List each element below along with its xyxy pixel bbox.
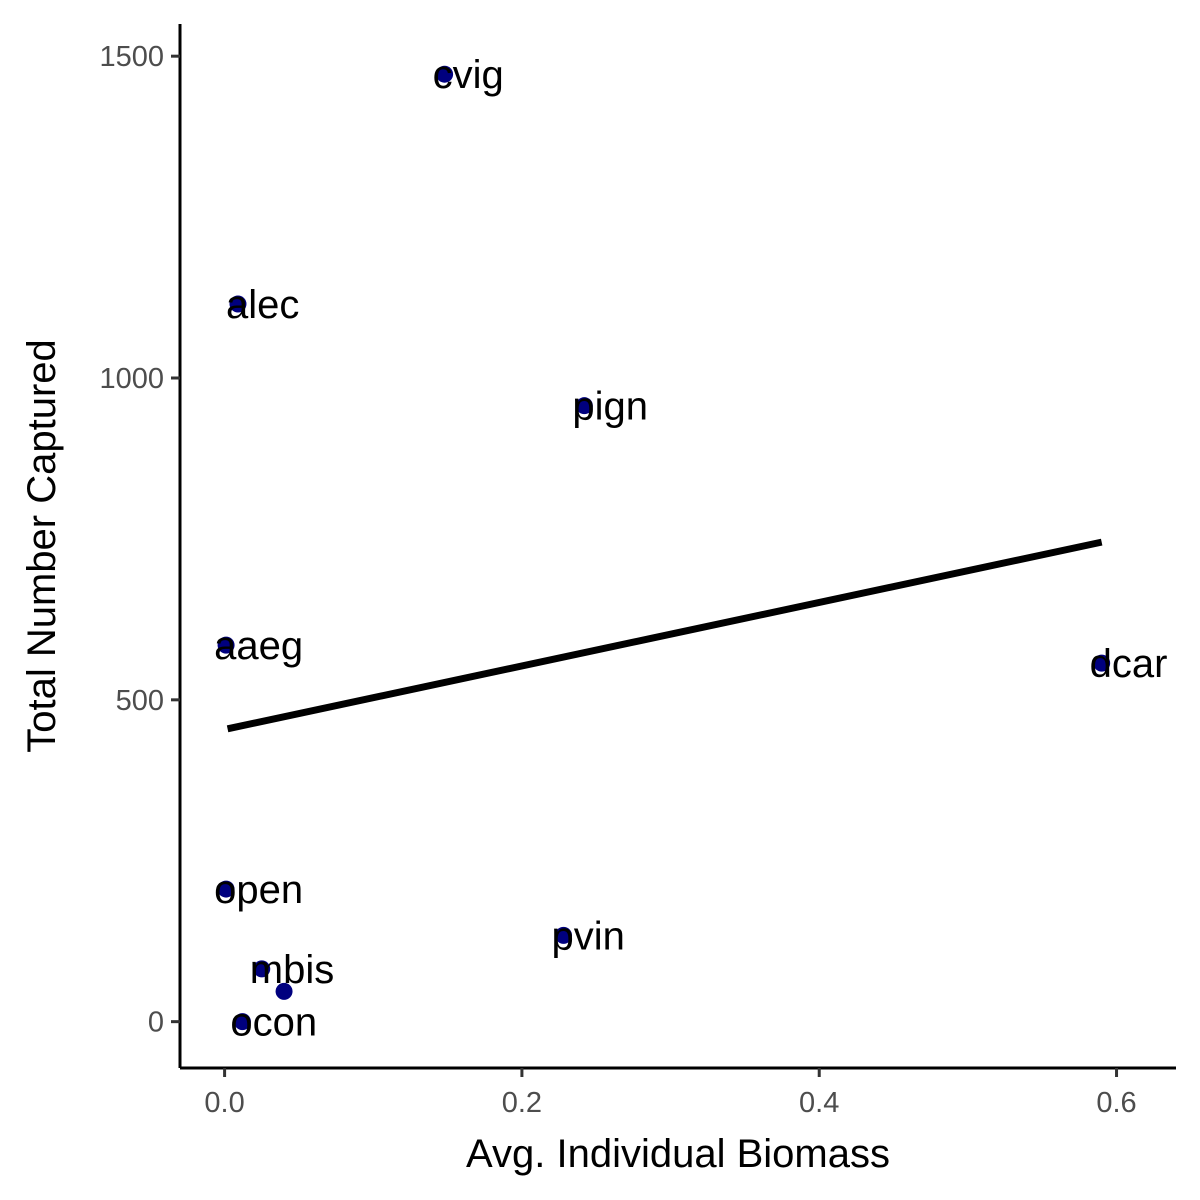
x-tick-label: 0.0: [204, 1087, 244, 1119]
point-label: aaeg: [214, 624, 303, 668]
x-tick-label: 0.6: [1096, 1087, 1136, 1119]
point-label: ocon: [230, 1001, 317, 1045]
data-point: [575, 397, 593, 415]
point-label: open: [214, 868, 303, 912]
data-point: [1093, 654, 1111, 672]
trend-line: [226, 538, 1103, 733]
y-tick-label: 1000: [99, 363, 164, 395]
points-layer: [217, 65, 1111, 1031]
data-point: [217, 880, 235, 898]
point-label: cvig: [433, 53, 504, 97]
data-point: [217, 636, 235, 654]
y-axis-title: Total Number Captured: [20, 339, 64, 753]
data-point: [555, 926, 573, 944]
data-point: [275, 982, 293, 1000]
axes-layer: [178, 24, 1176, 1070]
point-label: pvin: [552, 914, 625, 958]
data-point: [233, 1013, 251, 1031]
y-tick-label: 0: [148, 1007, 164, 1039]
x-tick-label: 0.4: [799, 1087, 839, 1119]
data-point: [436, 65, 454, 83]
data-point: [229, 295, 247, 313]
data-point: [253, 960, 271, 978]
y-tick-label: 1500: [99, 41, 164, 73]
point-label: pign: [572, 385, 648, 429]
ticks-layer: 0.0 0.2 0.4 0.6 0 500 1000 1500: [99, 41, 1136, 1119]
trend-layer: [226, 538, 1103, 733]
point-labels-layer: cvig alec pign aaeg dcar open pvin mbis ocon: [214, 53, 1167, 1044]
x-axis-title: Avg. Individual Biomass: [466, 1132, 890, 1176]
point-label: dcar: [1090, 642, 1168, 686]
point-label: alec: [226, 283, 299, 327]
y-tick-label: 500: [116, 685, 164, 717]
point-label: mbis: [250, 948, 334, 992]
x-tick-label: 0.2: [502, 1087, 542, 1119]
